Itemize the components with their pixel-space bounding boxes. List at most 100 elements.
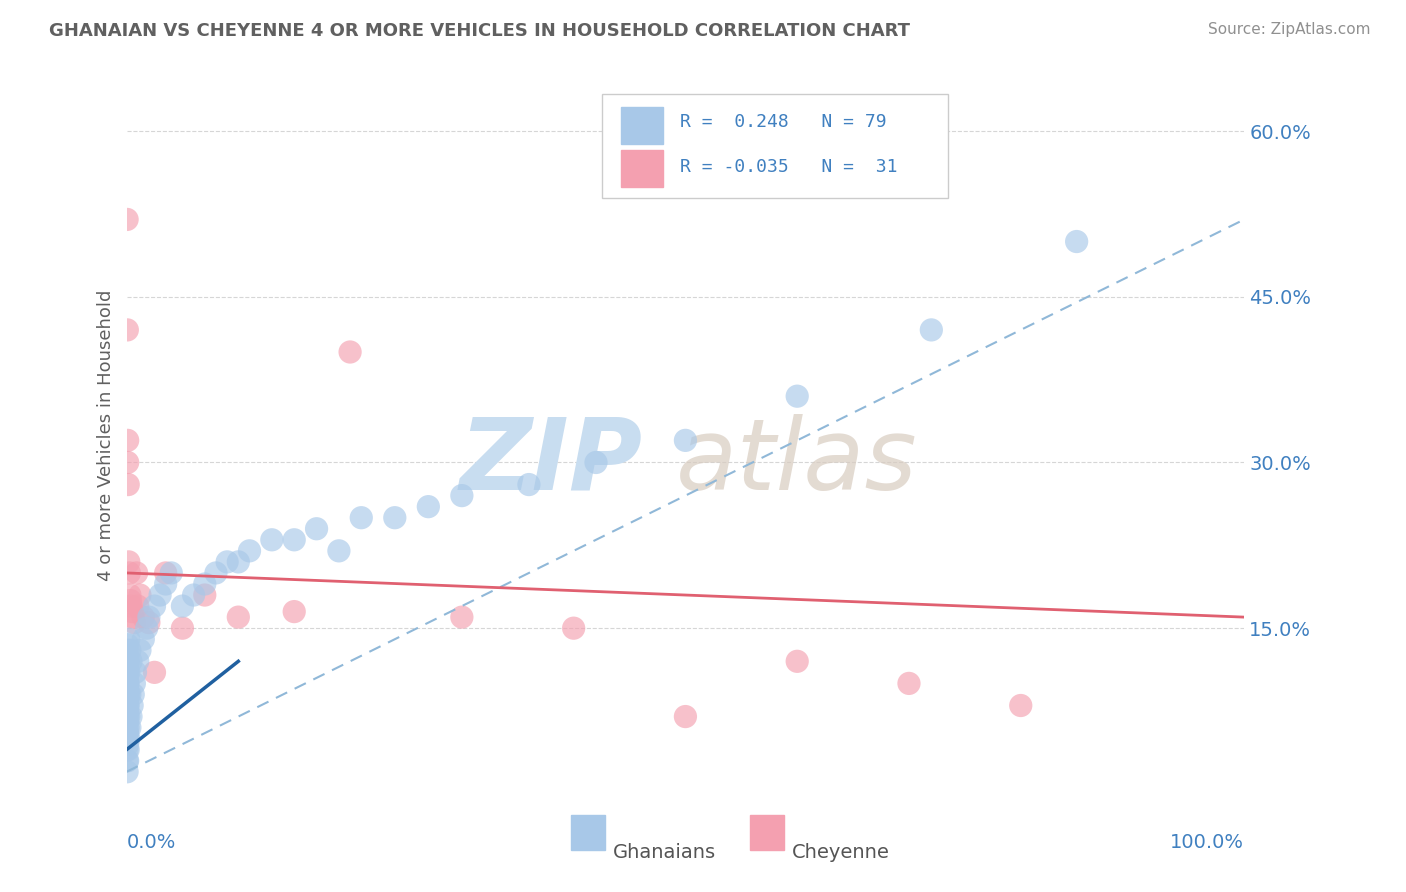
Point [205, 566, 228, 580]
Text: Cheyenne: Cheyenne [792, 843, 890, 862]
Point [1010, 698, 1032, 713]
Point [418, 500, 440, 514]
Point [328, 544, 350, 558]
Point [115, 731, 138, 746]
Point [384, 510, 406, 524]
Point [238, 544, 260, 558]
Point [115, 671, 138, 685]
Point [260, 533, 283, 547]
Point [517, 477, 540, 491]
Point [228, 610, 250, 624]
Point [117, 676, 139, 690]
Point [118, 688, 141, 702]
Point [115, 715, 138, 730]
Point [117, 654, 139, 668]
Point [350, 510, 373, 524]
Point [155, 577, 177, 591]
Point [562, 621, 585, 635]
Point [122, 610, 145, 624]
Point [117, 477, 139, 491]
Point [115, 688, 138, 702]
Point [160, 566, 183, 580]
Point [117, 323, 139, 337]
Point [117, 721, 139, 735]
Point [132, 632, 155, 647]
Point [115, 698, 138, 713]
Point [115, 648, 138, 663]
Point [118, 588, 141, 602]
Point [1066, 235, 1088, 249]
Text: 100.0%: 100.0% [1170, 832, 1244, 852]
Point [138, 610, 160, 624]
Point [124, 615, 146, 630]
Point [118, 555, 141, 569]
Point [117, 434, 139, 448]
Bar [620, 150, 664, 187]
Point [149, 588, 172, 602]
Point [155, 566, 177, 580]
Point [124, 676, 146, 690]
Point [121, 605, 143, 619]
Point [283, 605, 305, 619]
Point [305, 522, 328, 536]
Bar [571, 815, 605, 850]
Point [127, 599, 149, 613]
Point [115, 709, 138, 723]
Point [183, 588, 205, 602]
Point [172, 599, 194, 613]
Point [450, 489, 472, 503]
Point [675, 434, 697, 448]
Point [115, 660, 138, 674]
Point [117, 665, 139, 680]
Text: atlas: atlas [676, 414, 918, 511]
FancyBboxPatch shape [602, 94, 948, 198]
Point [339, 345, 361, 359]
Text: Source: ZipAtlas.com: Source: ZipAtlas.com [1208, 22, 1371, 37]
Point [217, 555, 239, 569]
Point [194, 588, 217, 602]
Point [585, 455, 607, 469]
Point [120, 709, 142, 723]
Point [124, 665, 146, 680]
Point [129, 588, 152, 602]
Point [117, 754, 139, 768]
Point [120, 654, 142, 668]
Text: ZIP: ZIP [460, 414, 643, 511]
Point [115, 643, 138, 657]
Point [117, 455, 139, 469]
Point [450, 610, 472, 624]
Text: GHANAIAN VS CHEYENNE 4 OR MORE VEHICLES IN HOUSEHOLD CORRELATION CHART: GHANAIAN VS CHEYENNE 4 OR MORE VEHICLES … [49, 22, 910, 40]
Point [122, 688, 145, 702]
Point [283, 533, 305, 547]
Point [786, 389, 808, 403]
Text: 0.0%: 0.0% [127, 832, 176, 852]
Text: R =  0.248   N = 79: R = 0.248 N = 79 [681, 113, 886, 131]
Point [117, 638, 139, 652]
Bar [620, 107, 664, 144]
Point [132, 610, 155, 624]
Point [115, 681, 138, 696]
Point [118, 721, 141, 735]
Point [117, 726, 139, 740]
Point [117, 654, 139, 668]
Point [125, 566, 148, 580]
Point [172, 621, 194, 635]
Y-axis label: 4 or more Vehicles in Household: 4 or more Vehicles in Household [97, 289, 115, 581]
Point [129, 643, 152, 657]
Point [118, 632, 141, 647]
Text: Ghanaians: Ghanaians [613, 843, 716, 862]
Point [118, 709, 141, 723]
Point [920, 323, 942, 337]
Point [118, 688, 141, 702]
Point [121, 698, 143, 713]
Point [117, 698, 139, 713]
Point [143, 665, 166, 680]
Point [115, 693, 138, 707]
Point [118, 731, 141, 746]
Point [138, 615, 160, 630]
Point [115, 654, 138, 668]
Point [117, 688, 139, 702]
Text: R = -0.035   N =  31: R = -0.035 N = 31 [681, 158, 897, 176]
Point [115, 704, 138, 718]
Bar [751, 815, 783, 850]
